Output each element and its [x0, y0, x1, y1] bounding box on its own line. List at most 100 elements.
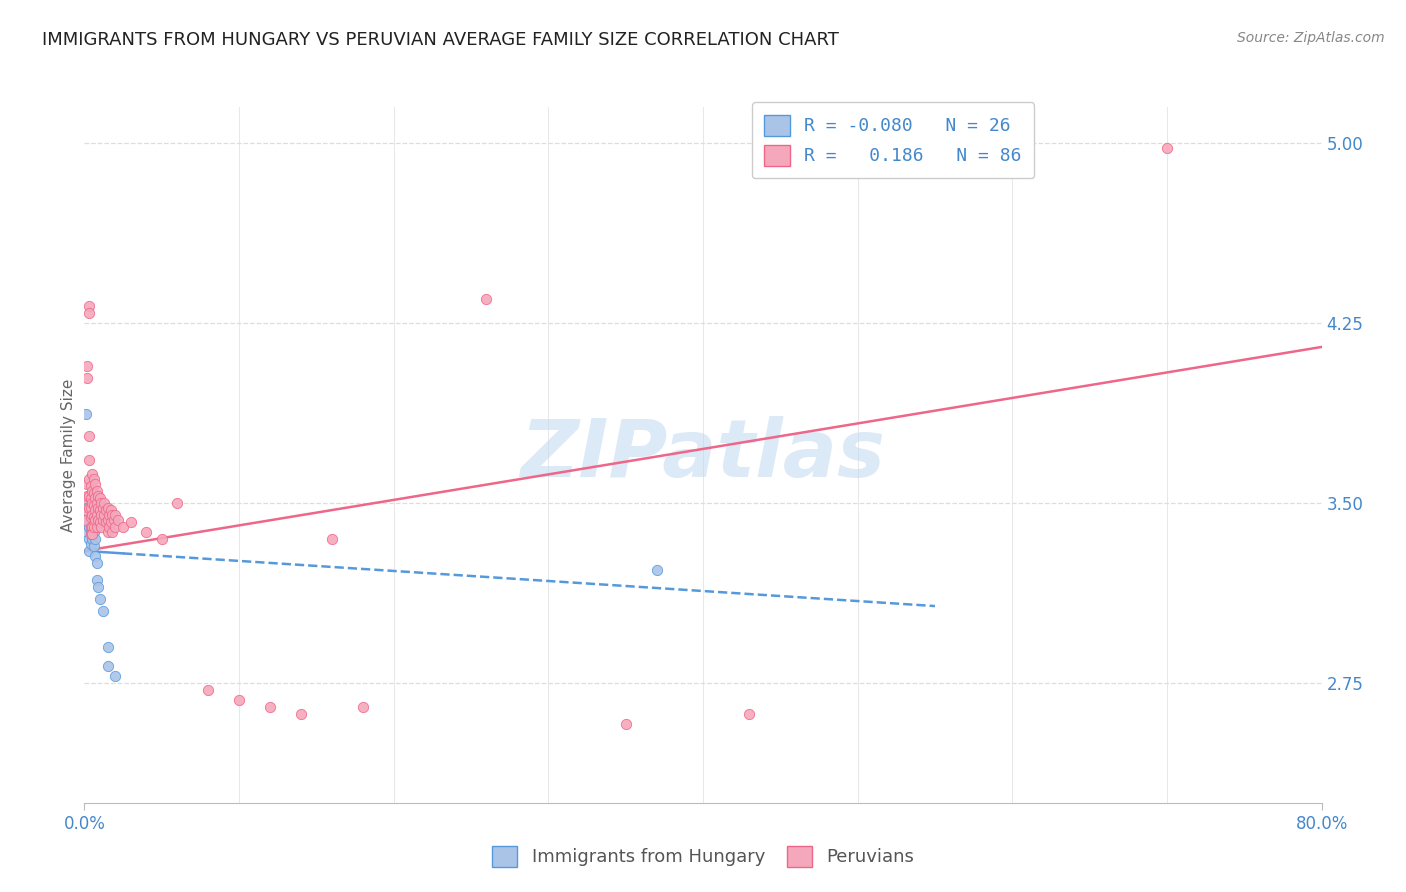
- Point: [94, 515, 117, 529]
- Point: [82, 508, 104, 522]
- Point: [76, 489, 98, 503]
- Point: [76, 371, 98, 385]
- Point: [77, 472, 100, 486]
- Point: [86, 508, 108, 522]
- Point: [97, 513, 120, 527]
- Point: [290, 706, 312, 721]
- Point: [79, 513, 101, 527]
- Text: ZIPatlas: ZIPatlas: [520, 416, 886, 494]
- Point: [76, 500, 98, 515]
- Point: [228, 692, 250, 706]
- Point: [97, 640, 120, 654]
- Point: [90, 496, 112, 510]
- Point: [82, 520, 104, 534]
- Point: [82, 520, 104, 534]
- Point: [166, 496, 188, 510]
- Point: [120, 515, 142, 529]
- Point: [93, 496, 115, 510]
- Point: [79, 524, 101, 539]
- Point: [83, 472, 105, 486]
- Point: [77, 489, 100, 503]
- Point: [83, 510, 105, 524]
- Point: [91, 604, 114, 618]
- Point: [77, 520, 100, 534]
- Point: [79, 537, 101, 551]
- Point: [77, 299, 100, 313]
- Point: [77, 452, 100, 467]
- Point: [75, 491, 97, 505]
- Point: [75, 503, 97, 517]
- Point: [97, 524, 120, 539]
- Point: [84, 491, 107, 505]
- Point: [89, 491, 111, 505]
- Point: [98, 508, 121, 522]
- Point: [86, 573, 108, 587]
- Point: [93, 508, 115, 522]
- Point: [83, 498, 105, 512]
- Point: [321, 532, 343, 546]
- Point: [107, 513, 129, 527]
- Point: [77, 508, 100, 522]
- Point: [79, 479, 101, 493]
- Point: [100, 503, 122, 517]
- Point: [475, 292, 498, 306]
- Point: [87, 500, 110, 515]
- Point: [83, 524, 105, 539]
- Point: [100, 515, 122, 529]
- Point: [135, 524, 157, 539]
- Point: [77, 500, 100, 515]
- Point: [91, 513, 114, 527]
- Point: [94, 503, 117, 517]
- Point: [104, 508, 127, 522]
- Point: [90, 508, 112, 522]
- Point: [75, 407, 97, 421]
- Point: [76, 476, 98, 491]
- Point: [86, 496, 108, 510]
- Point: [79, 491, 101, 505]
- Point: [738, 706, 761, 721]
- Point: [76, 524, 98, 539]
- Point: [75, 513, 97, 527]
- Point: [79, 527, 101, 541]
- Point: [101, 508, 124, 522]
- Point: [83, 539, 105, 553]
- Point: [150, 532, 173, 546]
- Y-axis label: Average Family Size: Average Family Size: [60, 378, 76, 532]
- Point: [112, 520, 135, 534]
- Point: [86, 556, 108, 570]
- Text: Source: ZipAtlas.com: Source: ZipAtlas.com: [1237, 31, 1385, 45]
- Point: [79, 510, 101, 524]
- Point: [84, 532, 107, 546]
- Point: [104, 668, 127, 682]
- Point: [76, 359, 98, 373]
- Point: [614, 716, 637, 731]
- Point: [97, 659, 120, 673]
- Point: [89, 515, 111, 529]
- Point: [82, 527, 104, 541]
- Point: [87, 489, 110, 503]
- Point: [82, 532, 104, 546]
- Point: [77, 544, 100, 558]
- Point: [87, 513, 110, 527]
- Point: [77, 306, 100, 320]
- Point: [645, 563, 668, 577]
- Point: [86, 483, 108, 498]
- Point: [77, 428, 100, 442]
- Point: [82, 496, 104, 510]
- Point: [89, 503, 111, 517]
- Point: [259, 699, 281, 714]
- Point: [104, 520, 127, 534]
- Point: [79, 500, 101, 515]
- Point: [98, 520, 121, 534]
- Point: [79, 520, 101, 534]
- Point: [90, 520, 112, 534]
- Point: [1156, 141, 1178, 155]
- Legend: Immigrants from Hungary, Peruvians: Immigrants from Hungary, Peruvians: [485, 838, 921, 874]
- Point: [197, 683, 219, 698]
- Point: [84, 513, 107, 527]
- Point: [352, 699, 374, 714]
- Point: [89, 591, 111, 606]
- Point: [91, 500, 114, 515]
- Point: [82, 467, 104, 482]
- Point: [84, 476, 107, 491]
